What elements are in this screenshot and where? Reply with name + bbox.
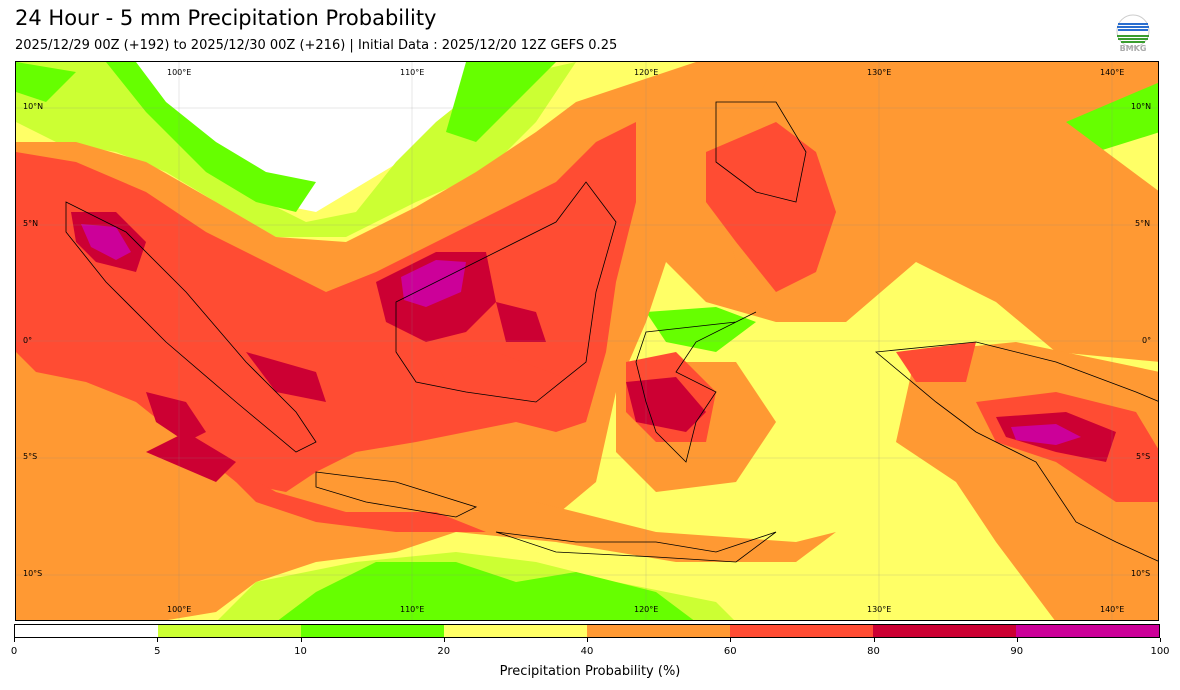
colorbar-tick-mark xyxy=(1160,638,1161,642)
colorbar-segment xyxy=(158,625,301,637)
lat-label: 10°N xyxy=(23,102,44,111)
colorbar-label: Precipitation Probability (%) xyxy=(499,664,681,679)
colorbar-tick-mark xyxy=(157,638,159,642)
lon-label: 130°E xyxy=(867,605,892,614)
colorbar-tick-mark xyxy=(300,638,302,642)
colorbar-tick-label: 40 xyxy=(580,646,594,657)
colorbar-segment xyxy=(15,625,158,637)
chart-subtitle: 2025/12/29 00Z (+192) to 2025/12/30 00Z … xyxy=(15,38,618,53)
lat-label: 5°N xyxy=(1135,219,1151,228)
lat-label: 10°S xyxy=(23,569,43,578)
colorbar-segment xyxy=(587,625,730,637)
colorbar-segment xyxy=(444,625,587,637)
colorbar-tick-mark xyxy=(587,638,588,642)
colorbar-tick-mark xyxy=(14,638,15,642)
colorbar-segment xyxy=(301,625,444,637)
colorbar xyxy=(14,624,1160,638)
lon-label: 120°E xyxy=(634,68,659,77)
colorbar-tick-mark xyxy=(1016,638,1018,642)
precipitation-map xyxy=(15,61,1159,621)
colorbar-tick-mark xyxy=(730,638,732,642)
lon-label: 110°E xyxy=(400,68,425,77)
lon-label: 100°E xyxy=(167,68,192,77)
lon-label: 110°E xyxy=(400,605,425,614)
bmkg-logo-icon xyxy=(1116,14,1150,48)
lon-label: 140°E xyxy=(1100,68,1125,77)
colorbar-tick-mark xyxy=(443,638,445,642)
lon-label: 100°E xyxy=(167,605,192,614)
lat-label: 5°S xyxy=(1136,452,1151,461)
lat-label: 0° xyxy=(23,336,33,345)
lat-label: 0° xyxy=(1142,336,1152,345)
chart-title: 24 Hour - 5 mm Precipitation Probability xyxy=(15,6,437,30)
logo-text: BMKG xyxy=(1119,44,1147,53)
lon-label: 130°E xyxy=(867,68,892,77)
lat-label: 5°N xyxy=(23,219,39,228)
colorbar-tick-label: 100 xyxy=(1150,646,1170,657)
colorbar-tick-label: 20 xyxy=(437,646,451,657)
lon-label: 120°E xyxy=(634,605,659,614)
colorbar-tick-label: 60 xyxy=(723,646,737,657)
colorbar-tick-mark xyxy=(873,638,875,642)
colorbar-segment xyxy=(730,625,873,637)
lon-label: 140°E xyxy=(1100,605,1125,614)
colorbar-segment xyxy=(1016,625,1159,637)
lat-label: 10°S xyxy=(1131,569,1151,578)
colorbar-tick-label: 5 xyxy=(154,646,161,657)
colorbar-tick-label: 80 xyxy=(867,646,880,657)
colorbar-tick-label: 10 xyxy=(294,646,307,657)
colorbar-tick-label: 0 xyxy=(10,646,18,657)
colorbar-segment xyxy=(873,625,1016,637)
lat-label: 10°N xyxy=(1131,102,1152,111)
colorbar-tick-label: 90 xyxy=(1010,646,1024,657)
lat-label: 5°S xyxy=(23,452,38,461)
